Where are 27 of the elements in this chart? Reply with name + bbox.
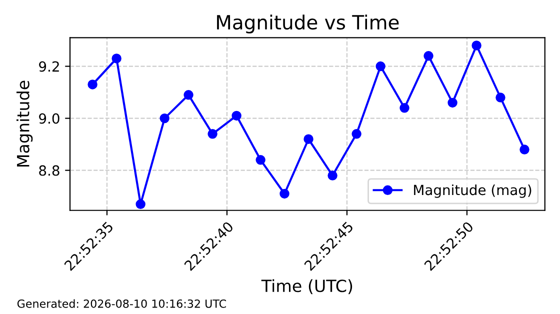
point <box>472 40 482 50</box>
y-tick-label: 9.0 <box>39 113 60 124</box>
point <box>520 144 530 154</box>
y-tick-label: 9.2 <box>39 61 59 72</box>
point <box>280 188 290 199</box>
y-tick-label: 8.8 <box>39 165 60 176</box>
point <box>184 90 194 100</box>
point <box>400 103 410 113</box>
point <box>424 51 434 61</box>
y-axis-title: Magnitude <box>16 80 33 167</box>
point <box>208 129 218 139</box>
x-axis-title: Time (UTC) <box>261 279 352 294</box>
point <box>352 129 362 139</box>
point <box>160 113 170 124</box>
point <box>136 199 146 209</box>
point <box>328 170 338 180</box>
point <box>232 110 242 121</box>
point <box>256 155 266 165</box>
point <box>496 92 506 102</box>
point <box>304 134 314 144</box>
text: Generated: 2026-08-10 10:16:32 UTC <box>17 299 226 308</box>
chart-title: Magnitude vs Time <box>217 14 399 34</box>
point <box>448 98 458 108</box>
point <box>112 54 122 64</box>
point <box>88 80 98 90</box>
point <box>376 61 386 72</box>
legend-label: Magnitude (mag) <box>414 184 532 198</box>
